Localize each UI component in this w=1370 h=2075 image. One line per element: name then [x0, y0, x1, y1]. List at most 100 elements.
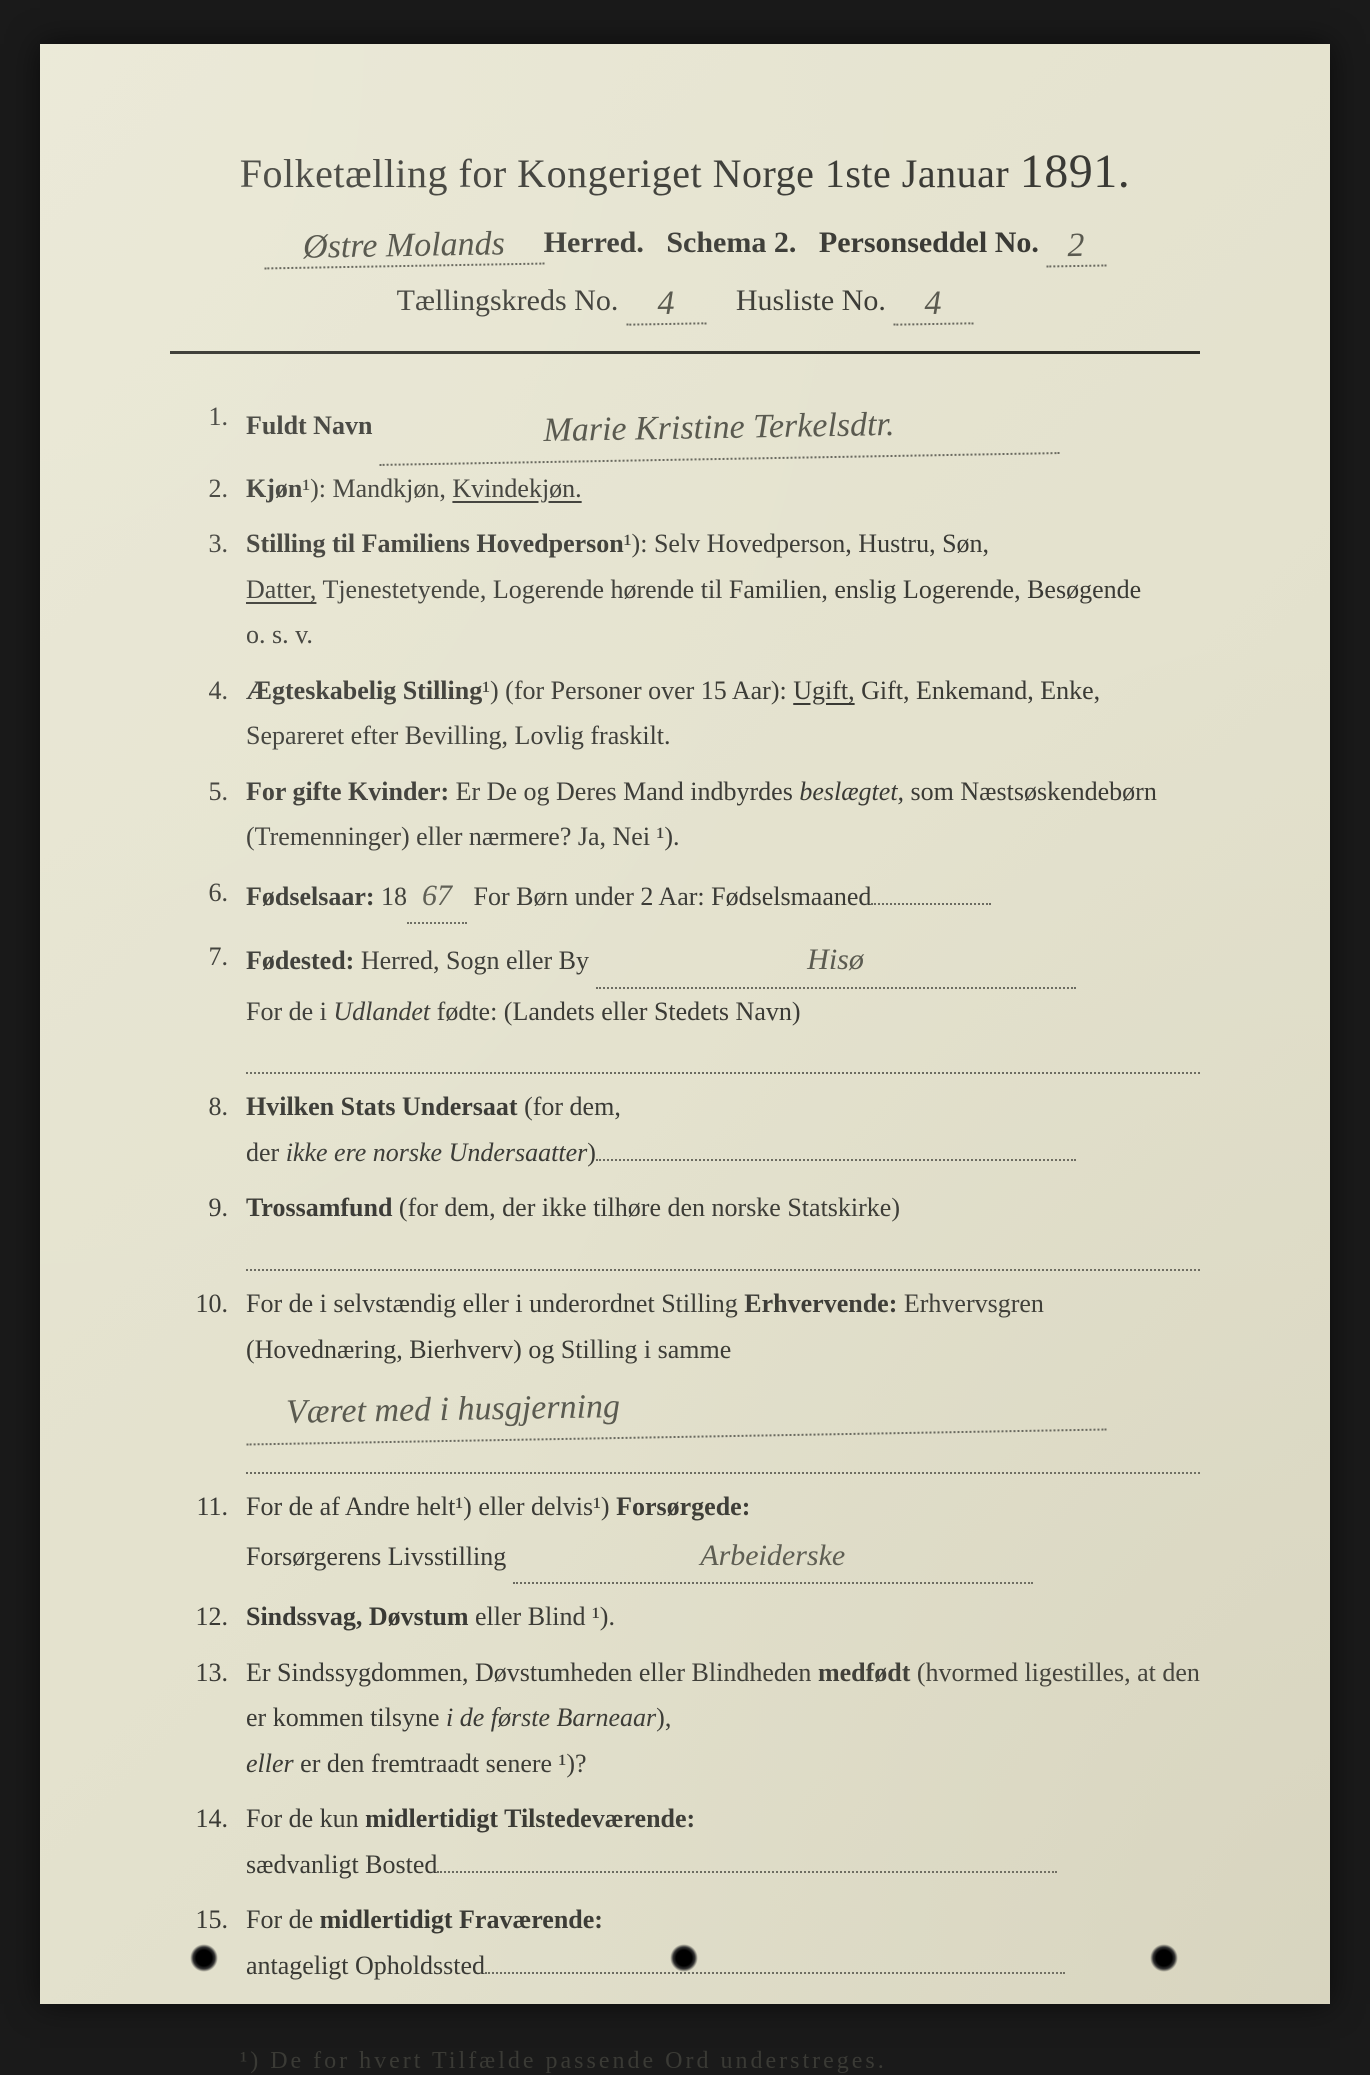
- italic-text: i de første Barneaar: [446, 1703, 656, 1732]
- kreds-no: 4: [625, 284, 706, 325]
- field-num: 9.: [190, 1185, 246, 1271]
- field-content: Fuldt Navn Marie Kristine Terkelsdtr.: [246, 394, 1200, 456]
- field-4: 4. Ægteskabelig Stilling¹) (for Personer…: [190, 668, 1200, 759]
- line2: Forsørgerens Livsstilling: [246, 1542, 506, 1571]
- field-2: 2. Kjøn¹): Mandkjøn, Kvindekjøn.: [190, 466, 1200, 512]
- relation-selected: Datter,: [246, 575, 316, 604]
- field-label: Kjøn: [246, 474, 302, 503]
- text: eller Blind ¹).: [469, 1602, 615, 1631]
- field-content: Hvilken Stats Undersaat (for dem, der ik…: [246, 1084, 1200, 1175]
- census-form-page: Folketælling for Kongeriget Norge 1ste J…: [40, 44, 1330, 2004]
- field-num: 10.: [190, 1281, 246, 1474]
- dotted-line: [246, 1038, 1200, 1074]
- kreds-label: Tællingskreds No.: [397, 284, 619, 317]
- subtitle-row-1: Østre MolandsHerred. Schema 2. Personsed…: [170, 223, 1200, 263]
- text: (for dem,: [518, 1092, 621, 1121]
- text-pre: For de i selvstændig eller i underordnet…: [246, 1289, 744, 1318]
- field-13: 13. Er Sindssygdommen, Døvstumheden elle…: [190, 1650, 1200, 1787]
- line2a: der: [246, 1138, 286, 1167]
- field-content: Fødested: Herred, Sogn eller By Hisø For…: [246, 934, 1200, 1074]
- italic-text: Udlandet: [333, 997, 430, 1026]
- field-num: 6.: [190, 870, 246, 925]
- marital-selected: Ugift,: [793, 676, 854, 705]
- line2a: For de i: [246, 997, 333, 1026]
- personseddel-label: Personseddel No.: [819, 226, 1039, 259]
- whereabouts-value: [485, 1972, 1065, 1974]
- field-content: Kjøn¹): Mandkjøn, Kvindekjøn.: [246, 466, 1200, 512]
- field-label: Sindssvag, Døvstum: [246, 1602, 469, 1631]
- herred-label: Herred.: [544, 226, 644, 259]
- line2b: ): [587, 1138, 596, 1167]
- field-1: 1. Fuldt Navn Marie Kristine Terkelsdtr.: [190, 394, 1200, 456]
- bold-text: medfødt: [818, 1658, 910, 1687]
- italic-text: beslægtet,: [799, 777, 904, 806]
- field-label: Fødselsaar:: [246, 882, 375, 911]
- line2-italic: eller: [246, 1749, 294, 1778]
- line2: antageligt Opholdssted: [246, 1951, 485, 1980]
- field-content: Er Sindssygdommen, Døvstumheden eller Bl…: [246, 1650, 1200, 1787]
- field-label: Ægteskabelig Stilling: [246, 676, 482, 705]
- italic-text: ikke ere norske Undersaatter: [286, 1138, 588, 1167]
- birth-month-value: [871, 903, 991, 905]
- field-num: 4.: [190, 668, 246, 759]
- sex-selected: Kvindekjøn.: [452, 474, 581, 503]
- field-num: 2.: [190, 466, 246, 512]
- field-label: Fødested:: [246, 946, 354, 975]
- field-note: ¹): Mandkjøn,: [302, 474, 452, 503]
- text: Herred, Sogn eller By: [354, 946, 589, 975]
- field-num: 14.: [190, 1796, 246, 1887]
- punch-hole-icon: [670, 1944, 698, 1972]
- herred-value: Østre Molands: [263, 225, 544, 270]
- field-label: Hvilken Stats Undersaat: [246, 1092, 518, 1121]
- field-content: Ægteskabelig Stilling¹) (for Personer ov…: [246, 668, 1200, 759]
- field-label: Forsørgede:: [616, 1492, 750, 1521]
- occupation-value: Været med i husgjerning: [246, 1369, 1107, 1445]
- field-content: Stilling til Familiens Hovedperson¹): Se…: [246, 521, 1200, 658]
- field-8: 8. Hvilken Stats Undersaat (for dem, der…: [190, 1084, 1200, 1175]
- husliste-no: 4: [893, 284, 974, 325]
- field-14: 14. For de kun midlertidigt Tilstedevære…: [190, 1796, 1200, 1887]
- field-15: 15. For de midlertidigt Fraværende: anta…: [190, 1897, 1200, 1988]
- field-num: 1.: [190, 394, 246, 456]
- field-content: For de i selvstændig eller i underordnet…: [246, 1281, 1200, 1474]
- text: Er Sindssygdommen, Døvstumheden eller Bl…: [246, 1658, 818, 1687]
- birth-year-value: 67: [407, 870, 467, 925]
- text-pre: For de: [246, 1905, 320, 1934]
- field-num: 3.: [190, 521, 246, 658]
- field-label: Fuldt Navn: [246, 411, 372, 440]
- field-num: 13.: [190, 1650, 246, 1787]
- field-3: 3. Stilling til Familiens Hovedperson¹):…: [190, 521, 1200, 658]
- text-pre: For de kun: [246, 1804, 365, 1833]
- punch-hole-icon: [1150, 1944, 1178, 1972]
- title-year: 1891.: [1020, 145, 1131, 198]
- field-num: 8.: [190, 1084, 246, 1175]
- field-content: For gifte Kvinder: Er De og Deres Mand i…: [246, 769, 1200, 860]
- punch-hole-icon: [190, 1944, 218, 1972]
- field-label: midlertidigt Fraværende:: [320, 1905, 603, 1934]
- name-value: Marie Kristine Terkelsdtr.: [378, 392, 1059, 465]
- field-label: Trossamfund: [246, 1193, 392, 1222]
- header-rule: [170, 351, 1200, 354]
- title-text: Folketælling for Kongeriget Norge 1ste J…: [240, 151, 1020, 196]
- line2: sædvanligt Bosted: [246, 1850, 437, 1879]
- field-content: For de midlertidigt Fraværende: antageli…: [246, 1897, 1200, 1988]
- field-num: 15.: [190, 1897, 246, 1988]
- text-pre: For de af Andre helt¹) eller delvis¹): [246, 1492, 616, 1521]
- text: Er De og Deres Mand indbyrdes: [449, 777, 799, 806]
- field-content: For de af Andre helt¹) eller delvis¹) Fo…: [246, 1484, 1200, 1584]
- field-12: 12. Sindssvag, Døvstum eller Blind ¹).: [190, 1594, 1200, 1640]
- page-title: Folketælling for Kongeriget Norge 1ste J…: [170, 144, 1200, 199]
- text3: ),: [656, 1703, 671, 1732]
- field-content: Fødselsaar: 1867 For Børn under 2 Aar: F…: [246, 870, 1200, 925]
- field-content: Sindssvag, Døvstum eller Blind ¹).: [246, 1594, 1200, 1640]
- field-label: midlertidigt Tilstedeværende:: [365, 1804, 695, 1833]
- line2: er den fremtraadt senere ¹)?: [294, 1749, 587, 1778]
- schema-label: Schema 2.: [666, 226, 796, 259]
- options-pre: Selv Hovedperson, Hustru, Søn,: [654, 529, 989, 558]
- field-note: ¹):: [624, 529, 648, 558]
- dotted-line: [246, 1438, 1200, 1474]
- etc-text: o. s. v.: [246, 620, 313, 649]
- birthplace-value: Hisø: [596, 934, 1076, 989]
- field-content: For de kun midlertidigt Tilstedeværende:…: [246, 1796, 1200, 1887]
- field-num: 5.: [190, 769, 246, 860]
